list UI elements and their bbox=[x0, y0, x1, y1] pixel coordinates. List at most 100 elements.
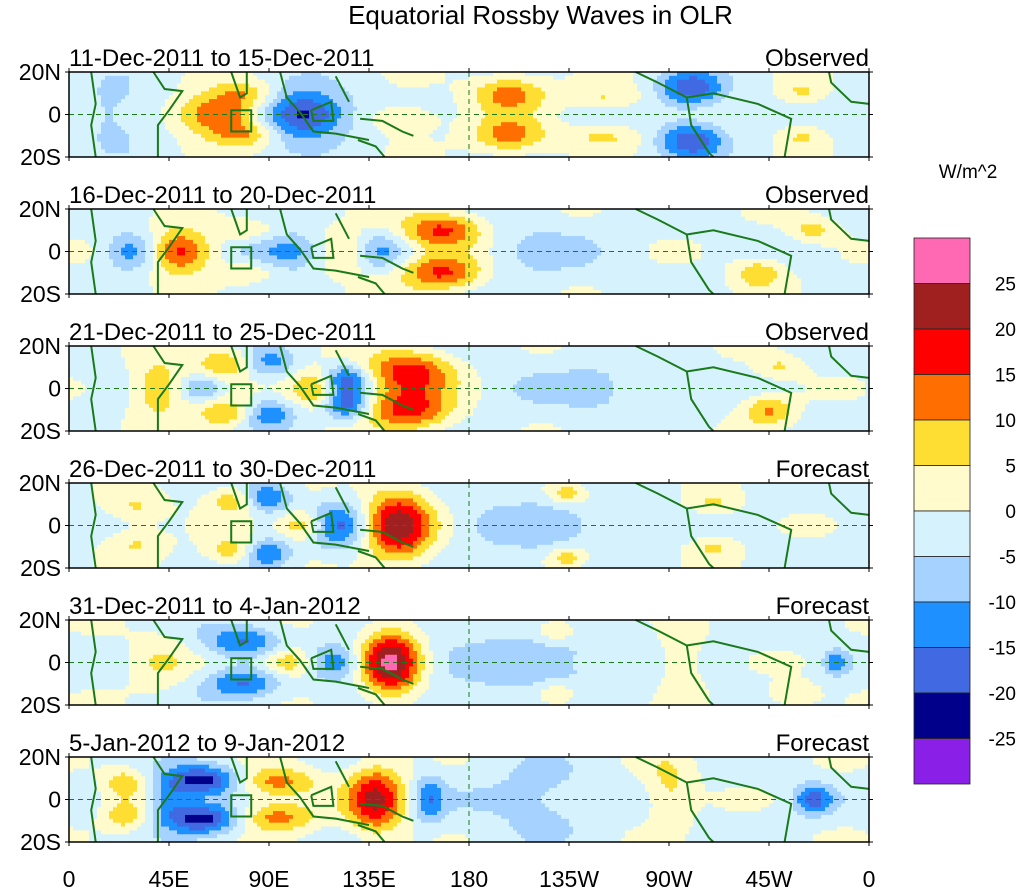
field-cell bbox=[501, 133, 506, 139]
field-cell bbox=[93, 75, 98, 81]
field-cell bbox=[477, 72, 482, 77]
field-cell bbox=[433, 133, 438, 139]
field-cell bbox=[409, 216, 414, 221]
field-cell bbox=[541, 114, 546, 119]
field-cell bbox=[301, 118, 306, 123]
field-cell bbox=[805, 102, 810, 108]
field-cell bbox=[477, 95, 482, 100]
field-cell bbox=[517, 133, 522, 139]
field-cell bbox=[621, 209, 626, 214]
field-cell bbox=[625, 153, 630, 158]
field-cell bbox=[689, 153, 694, 158]
field-cell bbox=[125, 133, 130, 139]
field-cell bbox=[541, 118, 546, 123]
field-cell bbox=[637, 133, 642, 139]
field-cell bbox=[429, 145, 434, 150]
field-cell bbox=[569, 126, 574, 131]
field-cell bbox=[73, 216, 78, 221]
coastline bbox=[635, 71, 715, 158]
field-cell bbox=[161, 153, 166, 158]
field-cell bbox=[833, 87, 838, 92]
field-cell bbox=[597, 137, 602, 142]
field-cell bbox=[765, 118, 770, 123]
field-cell bbox=[433, 110, 438, 115]
field-cell bbox=[641, 126, 646, 131]
field-cell bbox=[689, 83, 694, 88]
field-cell bbox=[229, 216, 234, 221]
field-cell bbox=[525, 99, 530, 104]
field-cell bbox=[213, 106, 218, 112]
field-cell bbox=[449, 212, 454, 218]
field-cell bbox=[337, 95, 342, 100]
field-cell bbox=[117, 114, 122, 119]
field-cell bbox=[229, 87, 234, 92]
field-cell bbox=[381, 209, 386, 214]
field-cell bbox=[853, 212, 858, 218]
field-cell bbox=[317, 153, 322, 158]
field-cell bbox=[129, 118, 134, 123]
field-cell bbox=[481, 95, 486, 100]
field-cell bbox=[605, 75, 610, 81]
field-cell bbox=[761, 106, 766, 112]
field-cell bbox=[121, 95, 126, 100]
field-cell bbox=[769, 110, 774, 115]
field-cell bbox=[721, 87, 726, 92]
field-cell bbox=[97, 209, 102, 214]
field-cell bbox=[437, 122, 442, 127]
field-cell bbox=[361, 129, 366, 135]
field-cell bbox=[749, 126, 754, 131]
field-cell bbox=[529, 141, 534, 146]
field-cell bbox=[593, 216, 598, 221]
field-cell bbox=[245, 126, 250, 131]
field-cell bbox=[673, 91, 678, 96]
field-cell bbox=[421, 95, 426, 100]
field-cell bbox=[329, 133, 334, 139]
field-cell bbox=[225, 99, 230, 104]
field-cell bbox=[645, 145, 650, 150]
field-cell bbox=[513, 114, 518, 119]
field-cell bbox=[301, 91, 306, 96]
field-cell bbox=[261, 126, 266, 131]
field-cell bbox=[141, 102, 146, 108]
field-cell bbox=[633, 212, 638, 218]
field-cell bbox=[701, 106, 706, 112]
field-cell bbox=[393, 129, 398, 135]
field-cell bbox=[197, 133, 202, 139]
field-cell bbox=[137, 126, 142, 131]
field-cell bbox=[357, 72, 362, 77]
field-cell bbox=[401, 75, 406, 81]
field-cell bbox=[553, 209, 558, 214]
field-cell bbox=[161, 149, 166, 154]
field-cell bbox=[393, 87, 398, 92]
field-cell bbox=[297, 129, 302, 135]
field-cell bbox=[797, 99, 802, 104]
field-cell bbox=[325, 114, 330, 119]
field-cell bbox=[321, 83, 326, 88]
field-cell bbox=[833, 99, 838, 104]
field-cell bbox=[357, 141, 362, 146]
field-cell bbox=[373, 129, 378, 135]
field-cell bbox=[105, 126, 110, 131]
field-cell bbox=[357, 122, 362, 127]
field-cell bbox=[509, 106, 514, 112]
field-cell bbox=[169, 106, 174, 112]
field-cell bbox=[193, 114, 198, 119]
field-cell bbox=[69, 99, 74, 104]
field-cell bbox=[745, 126, 750, 131]
field-cell bbox=[133, 209, 138, 214]
field-cell bbox=[493, 106, 498, 112]
field-cell bbox=[865, 106, 870, 112]
field-cell bbox=[497, 75, 502, 81]
field-cell bbox=[389, 137, 394, 142]
field-cell bbox=[537, 91, 542, 96]
field-cell bbox=[349, 87, 354, 92]
field-cell bbox=[361, 83, 366, 88]
field-cell bbox=[301, 110, 306, 115]
field-cell bbox=[181, 129, 186, 135]
field-cell bbox=[421, 110, 426, 115]
field-cell bbox=[645, 91, 650, 96]
field-cell bbox=[813, 102, 818, 108]
field-cell bbox=[733, 209, 738, 214]
field-cell bbox=[729, 153, 734, 158]
field-cell bbox=[785, 149, 790, 154]
